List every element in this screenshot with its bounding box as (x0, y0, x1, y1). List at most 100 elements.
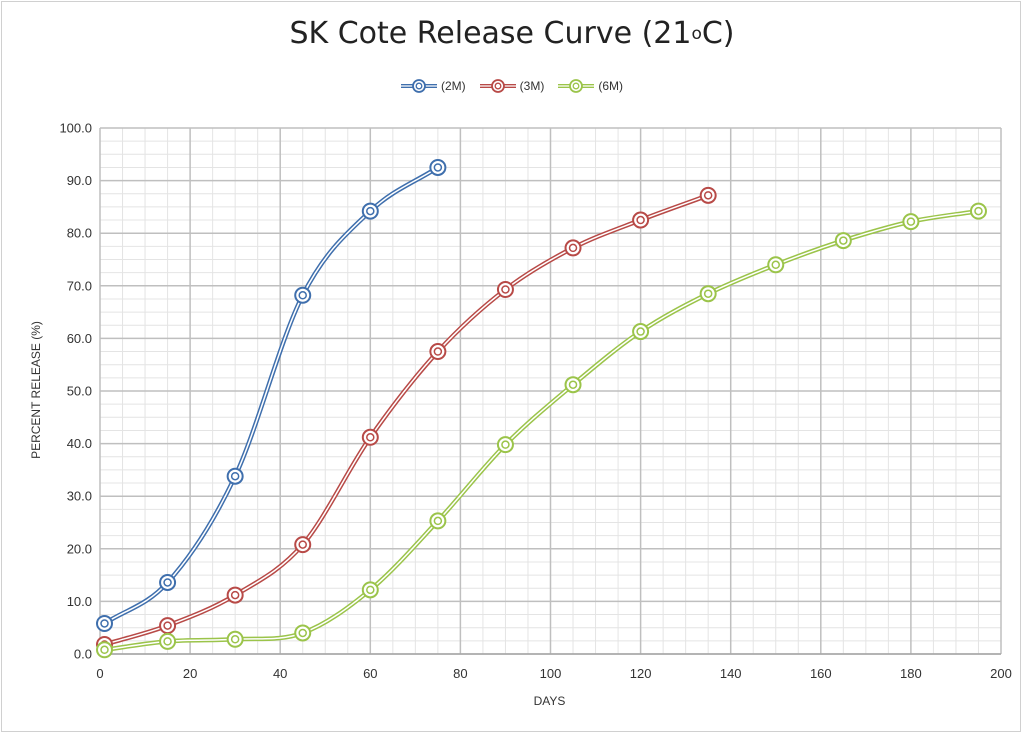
data-point-inner (230, 471, 240, 481)
data-point (429, 343, 447, 361)
data-point-inner (636, 327, 645, 336)
data-point-inner (366, 585, 375, 595)
x-tick-label: 140 (720, 666, 742, 681)
data-point-inner (771, 260, 780, 270)
data-point-inner (163, 578, 172, 587)
y-tick-label: 90.0 (67, 173, 92, 188)
x-tick-label: 60 (363, 666, 377, 681)
legend-item: (2M) (400, 78, 466, 94)
data-point-inner (230, 635, 240, 644)
data-point-inner (100, 619, 109, 628)
legend-label: (2M) (440, 79, 466, 93)
y-tick-label: 40.0 (67, 436, 92, 451)
legend-label: (6M) (598, 79, 623, 93)
legend-item: (6M) (558, 78, 623, 94)
data-point (564, 376, 582, 394)
data-point-inner (298, 540, 307, 549)
data-point-inner (230, 590, 240, 600)
y-tick-label: 20.0 (67, 541, 92, 556)
data-point (969, 202, 987, 220)
legend-marker-icon (400, 79, 437, 93)
data-point-inner (298, 628, 307, 638)
data-point-inner (906, 217, 916, 226)
data-point (159, 632, 177, 650)
data-point-inner (100, 645, 109, 655)
x-tick-label: 200 (990, 666, 1012, 681)
data-point-inner (636, 215, 645, 225)
data-point-inner (163, 637, 172, 646)
data-point (429, 512, 447, 530)
data-point-inner (501, 285, 510, 294)
data-point (159, 573, 177, 591)
data-point (834, 232, 852, 250)
data-point-inner (433, 163, 443, 172)
x-tick-label: 40 (273, 666, 287, 681)
x-tick-label: 120 (630, 666, 652, 681)
data-point-inner (568, 380, 578, 389)
x-tick-label: 180 (900, 666, 922, 681)
y-tick-label: 10.0 (67, 594, 92, 609)
series-line-inner-1 (104, 194, 709, 646)
data-point (294, 286, 312, 304)
y-tick-label: 80.0 (67, 226, 92, 241)
data-point (226, 586, 244, 604)
legend: (2M) (3M) (6M) (0, 78, 1024, 94)
y-tick-label: 50.0 (67, 384, 92, 399)
data-point (632, 211, 650, 229)
title-tail: C) (701, 16, 735, 51)
data-point (496, 280, 514, 298)
data-point-inner (703, 191, 713, 200)
data-point (96, 614, 114, 632)
data-point-inner (703, 289, 713, 298)
y-axis-title: PERCENT RELEASE (%) (29, 321, 43, 459)
y-tick-label: 60.0 (67, 331, 92, 346)
legend-label: (3M) (519, 79, 545, 93)
data-point (699, 186, 717, 204)
series-line-inner-2 (104, 210, 979, 651)
legend-item: (3M) (479, 78, 545, 94)
y-tick-label: 70.0 (67, 278, 92, 293)
x-tick-label: 20 (183, 666, 197, 681)
data-point-inner (366, 433, 375, 442)
data-point (226, 630, 244, 648)
data-point-inner (433, 347, 443, 356)
data-point-inner (163, 621, 172, 630)
data-point (361, 581, 379, 599)
data-point (294, 624, 312, 642)
x-tick-label: 80 (453, 666, 467, 681)
y-tick-label: 30.0 (67, 489, 92, 504)
data-point (361, 428, 379, 446)
data-point (632, 323, 650, 341)
y-tick-label: 100.0 (59, 121, 92, 136)
x-tick-label: 100 (540, 666, 562, 681)
data-point-inner (568, 243, 578, 253)
data-point (902, 213, 920, 231)
data-point-inner (366, 206, 375, 216)
data-point-inner (298, 291, 307, 300)
data-point (767, 256, 785, 274)
data-point (294, 536, 312, 554)
x-tick-label: 160 (810, 666, 832, 681)
data-point-inner (839, 236, 848, 245)
series-line-0 (103, 165, 440, 626)
data-point (361, 202, 379, 220)
x-axis-title: DAYS (533, 694, 566, 708)
data-point (429, 158, 447, 176)
data-point (159, 617, 177, 635)
legend-marker-icon (558, 79, 595, 93)
legend-marker-icon (479, 79, 516, 93)
data-point (496, 436, 514, 454)
data-point (699, 285, 717, 303)
chart-title: SK Cote Release Curve (21oC) (289, 16, 735, 51)
data-point-inner (974, 206, 983, 216)
x-tick-label: 0 (96, 666, 103, 681)
data-point-inner (501, 440, 510, 449)
data-point-inner (433, 516, 443, 526)
title-superscript: o (691, 24, 702, 44)
data-point (96, 641, 114, 659)
data-point (226, 467, 244, 485)
y-tick-label: 0.0 (74, 647, 92, 662)
data-point (564, 239, 582, 257)
